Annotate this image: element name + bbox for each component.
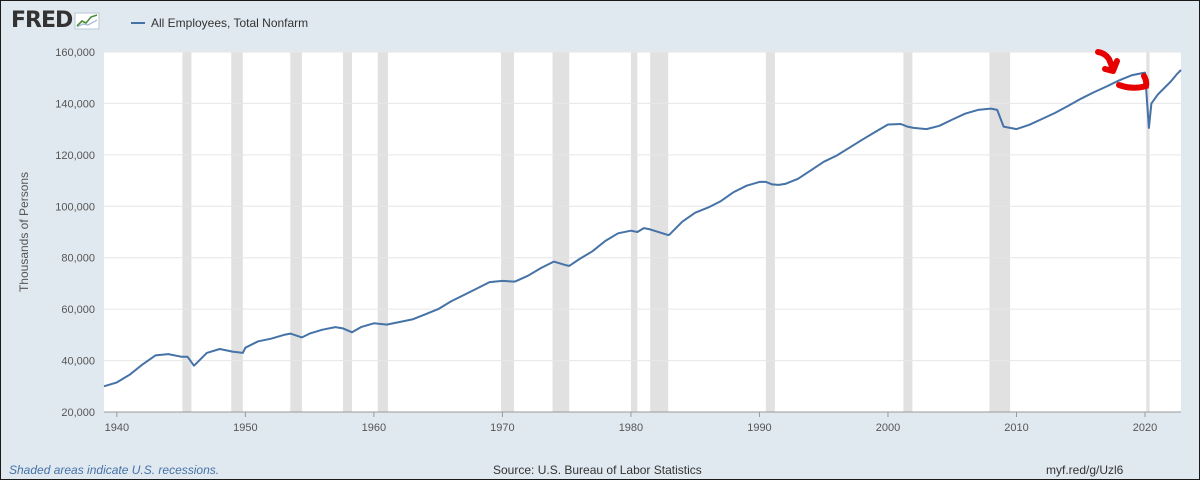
y-tick-label: 160,000 [55,47,95,59]
recession-note: Shaded areas indicate U.S. recessions. [9,463,220,477]
y-tick-label: 120,000 [55,150,95,162]
series-layer [103,69,1182,388]
short-link[interactable]: myf.red/g/Uzl6 [1046,463,1124,477]
y-tick-label: 140,000 [55,98,95,110]
source-note: Source: U.S. Bureau of Labor Statistics [493,463,702,477]
legend-swatch [131,22,145,24]
y-axis-label: Thousands of Persons [17,172,31,292]
y-tick-label: 60,000 [61,304,95,316]
legend-label[interactable]: All Employees, Total Nonfarm [151,16,309,30]
y-axis-ticks: 20,000 40,000 60,000 80,000 100,000 120,000 14… [55,47,95,419]
red-arrow-icon [1095,49,1120,74]
legend: All Employees, Total Nonfarm [131,16,308,30]
x-tick-label: 2020 [1133,422,1157,434]
x-tick-label: 1990 [747,422,771,434]
recession-band [377,52,389,412]
x-axis-ticks: 1940 1950 1960 1970 1980 1990 2000 2010 2020 [104,411,1181,434]
plot-area [104,52,1181,412]
recession-band [501,52,514,412]
series-line [103,69,1182,388]
recession-band [765,52,775,412]
recession-band [552,52,570,412]
line-graph-icon [74,12,100,29]
recession-band [989,52,1011,412]
recession-band [903,52,913,412]
red-bracket-icon [1116,73,1150,91]
x-tick-label: 2010 [1004,422,1028,434]
x-tick-label: 1980 [619,422,643,434]
brand-name: FRED [11,8,73,33]
recession-bands [182,52,1150,412]
recession-band [290,52,302,412]
x-tick-label: 1950 [233,422,257,434]
recession-band [343,52,353,412]
x-tick-label: 1960 [362,422,386,434]
recession-band [1146,52,1150,412]
recession-band [182,52,192,412]
y-tick-label: 100,000 [55,201,95,213]
brand[interactable]: FRED [11,8,100,33]
y-tick-label: 20,000 [61,407,95,419]
x-tick-label: 2000 [876,422,900,434]
y-tick-label: 40,000 [61,356,95,368]
recession-band [231,52,243,412]
x-tick-label: 1970 [490,422,514,434]
x-tick-label: 1940 [105,422,129,434]
y-tick-label: 80,000 [61,253,95,265]
